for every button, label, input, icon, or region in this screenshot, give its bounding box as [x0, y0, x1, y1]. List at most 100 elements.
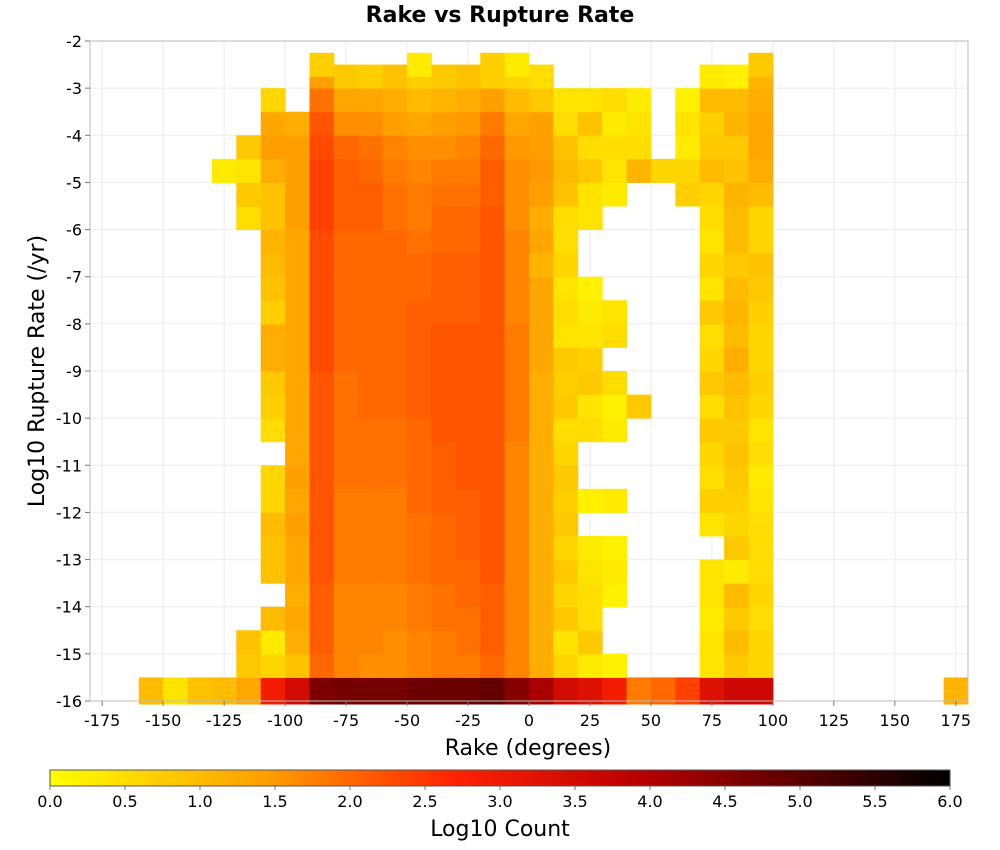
colorbar-tick-label: 2.0: [337, 792, 362, 811]
heatmap-cell: rake -75, log10 rate -9: 2: [333, 347, 359, 372]
heatmap-cell: rake -85, log10 rate -11.5: 2.2: [309, 465, 335, 490]
heatmap-cell: rake 35, log10 rate -14: 0.2: [602, 583, 628, 608]
heatmap-cell: rake -15, log10 rate -12: 2.2: [480, 488, 506, 513]
heatmap-cell: rake 95, log10 rate -12: 0.4: [748, 488, 774, 513]
colorbar-tick-label: 0.5: [112, 792, 137, 811]
heatmap-cell: rake -5, log10 rate -12.5: 1.7: [504, 512, 530, 537]
heatmap-cell: rake -35, log10 rate -9: 2.2: [431, 347, 457, 372]
heatmap-cell: rake 85, log10 rate -3.5: 1: [724, 88, 749, 113]
heatmap-cell: rake -45, log10 rate -10: 2.1: [407, 394, 432, 419]
heatmap-cell: rake -105, log10 rate -6.5: 1.1: [260, 229, 286, 254]
y-tick-label: -12: [56, 503, 82, 522]
heatmap-cell: rake -65, log10 rate -9: 2: [358, 347, 384, 372]
heatmap-cell: rake -95, log10 rate -9: 1.3: [285, 347, 310, 372]
heatmap-cell: rake -45, log10 rate -5: 1.7: [407, 158, 432, 183]
heatmap-cell: rake -85, log10 rate -7.5: 2.3: [309, 276, 335, 301]
heatmap-cell: rake -5, log10 rate -14.5: 1.7: [504, 606, 530, 631]
heatmap-cell: rake -45, log10 rate -7.5: 2: [407, 276, 432, 301]
colorbar-tick-label: 0.0: [37, 792, 62, 811]
heatmap-cell: rake -65, log10 rate -14.5: 1.7: [358, 606, 384, 631]
x-axis-label: Rake (degrees): [445, 736, 612, 761]
heatmap-cell: rake -105, log10 rate -11.5: 0.6: [260, 465, 286, 490]
heatmap-cell: rake 25, log10 rate -15: 0.8: [577, 630, 603, 655]
heatmap-cell: rake -45, log10 rate -14.5: 1.8: [407, 606, 432, 631]
heatmap-cell: rake -65, log10 rate -9.5: 2: [358, 371, 384, 396]
heatmap-cell: rake -95, log10 rate -4.5: 1.4: [285, 135, 310, 160]
heatmap-cell: rake 15, log10 rate -15.5: 0.6: [553, 653, 579, 678]
heatmap-cell: rake -85, log10 rate -4.5: 2.3: [309, 135, 335, 160]
heatmap-cell: rake -25, log10 rate -4.5: 1.7: [455, 135, 481, 160]
heatmap-cell: rake 5, log10 rate -11: 1.2: [529, 441, 554, 466]
heatmap-cell: rake 85, log10 rate -10.5: 0.8: [724, 418, 749, 443]
y-tick-label: -16: [56, 692, 82, 711]
heatmap-cell: rake 5, log10 rate -15: 1.2: [529, 630, 554, 655]
heatmap-cell: rake -115, log10 rate -5.5: 0.8: [236, 182, 262, 207]
heatmap-cell: rake -15, log10 rate -12.5: 2.2: [480, 512, 506, 537]
heatmap-cell: rake -85, log10 rate -15.5: 2: [309, 653, 335, 678]
heatmap-cell: rake -35, log10 rate -9.5: 2.2: [431, 371, 457, 396]
heatmap-cell: rake -55, log10 rate -9: 2: [382, 347, 408, 372]
heatmap-cell: rake 15, log10 rate -13.5: 0.8: [553, 559, 579, 584]
heatmap-cell: rake 85, log10 rate -7.5: 1: [724, 276, 749, 301]
heatmap-cell: rake -115, log10 rate -15: 0.9: [236, 630, 262, 655]
heatmap-cell: rake -25, log10 rate -7: 2.1: [455, 253, 481, 278]
heatmap-cell: rake 95, log10 rate -11.5: 0.3: [748, 465, 774, 490]
chart-title: Rake vs Rupture Rate: [366, 3, 635, 28]
heatmap-cell: rake -65, log10 rate -14: 1.7: [358, 583, 384, 608]
heatmap-cell: rake -45, log10 rate -6: 1.8: [407, 206, 432, 231]
heatmap-cell: rake 85, log10 rate -10: 0.9: [724, 394, 749, 419]
heatmap-cell: rake 25, log10 rate -3.5: 0.4: [577, 88, 603, 113]
heatmap-cell: rake -5, log10 rate -9: 1.8: [504, 347, 530, 372]
y-tick-label: -10: [56, 409, 82, 428]
heatmap-cell: rake 5, log10 rate -5.5: 1.4: [529, 182, 554, 207]
heatmap-cell: rake 5, log10 rate -14: 1.2: [529, 583, 554, 608]
heatmap-cell: rake -55, log10 rate -3: 0.9: [382, 64, 408, 89]
heatmap-cell: rake -35, log10 rate -5: 1.8: [431, 158, 457, 183]
x-tick-label: 100: [758, 711, 789, 730]
heatmap-cell: rake -55, log10 rate -8: 2: [382, 300, 408, 325]
heatmap-cell: rake -105, log10 rate -10: 0.7: [260, 394, 286, 419]
heatmap-cell: rake -85, log10 rate -10.5: 2.2: [309, 418, 335, 443]
heatmap-cell: rake 75, log10 rate -14: 0.4: [699, 583, 725, 608]
heatmap-cell: rake 25, log10 rate -4.5: 0.5: [577, 135, 603, 160]
heatmap-cell: rake -75, log10 rate -6: 2.1: [333, 206, 359, 231]
x-tick-label: 125: [819, 711, 850, 730]
heatmap-cell: rake -15, log10 rate -16: 4.9: [480, 677, 506, 705]
heatmap-cell: rake -45, log10 rate -6.5: 1.9: [407, 229, 432, 254]
heatmap-cell: rake 25, log10 rate -10: 0.4: [577, 394, 603, 419]
heatmap-cell: rake -15, log10 rate -15.5: 2: [480, 653, 506, 678]
y-tick-label: -11: [56, 456, 82, 475]
heatmap-cell: rake -75, log10 rate -13: 1.8: [333, 536, 359, 561]
heatmap-cell: rake 35, log10 rate -15.5: 0.2: [602, 653, 628, 678]
heatmap-cell: rake -155, log10 rate -16: 1: [138, 677, 164, 705]
heatmap-cell: rake 85, log10 rate -11.5: 0.8: [724, 465, 749, 490]
heatmap-cell: rake -15, log10 rate -9: 2.2: [480, 347, 506, 372]
heatmap-cell: rake 85, log10 rate -13: 0.8: [724, 536, 749, 561]
y-tick-label: -3: [66, 79, 82, 98]
heatmap-cell: rake 75, log10 rate -4.5: 0.8: [699, 135, 725, 160]
heatmap-cell: rake 75, log10 rate -9: 0.6: [699, 347, 725, 372]
heatmap-cell: rake -5, log10 rate -10.5: 1.8: [504, 418, 530, 443]
heatmap-cell: rake -45, log10 rate -12: 2: [407, 488, 432, 513]
heatmap-cell: rake -115, log10 rate -15.5: 0.8: [236, 653, 262, 678]
heatmap-cell: rake -55, log10 rate -11: 1.9: [382, 441, 408, 466]
heatmap-cell: rake 95, log10 rate -9: 0.6: [748, 347, 774, 372]
heatmap-cell: rake -45, log10 rate -4.5: 1.6: [407, 135, 432, 160]
heatmap-cell: rake -35, log10 rate -7.5: 2.1: [431, 276, 457, 301]
heatmap-cell: rake -5, log10 rate -6: 1.6: [504, 206, 530, 231]
y-tick-label: -8: [66, 315, 82, 334]
heatmap-cell: rake 95, log10 rate -4.5: 1.3: [748, 135, 774, 160]
heatmap-cell: rake 35, log10 rate -13.5: 0.3: [602, 559, 628, 584]
heatmap-cell: rake 95, log10 rate -15.5: 0.6: [748, 653, 774, 678]
x-tick-label: 175: [941, 711, 972, 730]
heatmap-cell: rake -65, log10 rate -3: 0.7: [358, 64, 384, 89]
heatmap-cell: rake 75, log10 rate -15.5: 0.4: [699, 653, 725, 678]
heatmap-cell: rake 75, log10 rate -12.5: 0.4: [699, 512, 725, 537]
heatmap-cell: rake 75, log10 rate -13.5: 0.4: [699, 559, 725, 584]
heatmap-cell: rake -95, log10 rate -6.5: 1.3: [285, 229, 310, 254]
heatmap-cell: rake -85, log10 rate -4: 2.2: [309, 111, 335, 136]
heatmap-cell: rake -65, log10 rate -8.5: 2: [358, 323, 384, 348]
heatmap-cell: rake 15, log10 rate -12.5: 0.8: [553, 512, 579, 537]
heatmap-cell: rake 45, log10 rate -4: 0.4: [626, 111, 652, 136]
heatmap-cell: rake -85, log10 rate -9: 2.3: [309, 347, 335, 372]
